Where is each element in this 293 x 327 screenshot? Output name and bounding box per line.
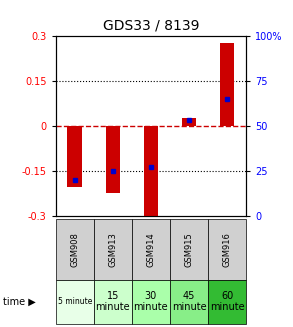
Bar bbox=[182, 117, 196, 126]
Text: time ▶: time ▶ bbox=[3, 297, 36, 307]
Text: GSM913: GSM913 bbox=[108, 232, 117, 267]
Text: 60
minute: 60 minute bbox=[210, 291, 244, 313]
Title: GDS33 / 8139: GDS33 / 8139 bbox=[103, 18, 199, 32]
Text: GSM915: GSM915 bbox=[185, 232, 193, 267]
Bar bbox=[67, 126, 82, 187]
Text: 45
minute: 45 minute bbox=[172, 291, 206, 313]
Bar bbox=[220, 43, 234, 126]
Bar bbox=[105, 126, 120, 193]
Text: GSM908: GSM908 bbox=[70, 232, 79, 267]
Text: 15
minute: 15 minute bbox=[96, 291, 130, 313]
Text: GSM916: GSM916 bbox=[223, 232, 231, 267]
Bar bbox=[144, 126, 158, 220]
Text: 5 minute: 5 minute bbox=[57, 297, 92, 306]
Text: 30
minute: 30 minute bbox=[134, 291, 168, 313]
Text: GSM914: GSM914 bbox=[146, 232, 155, 267]
